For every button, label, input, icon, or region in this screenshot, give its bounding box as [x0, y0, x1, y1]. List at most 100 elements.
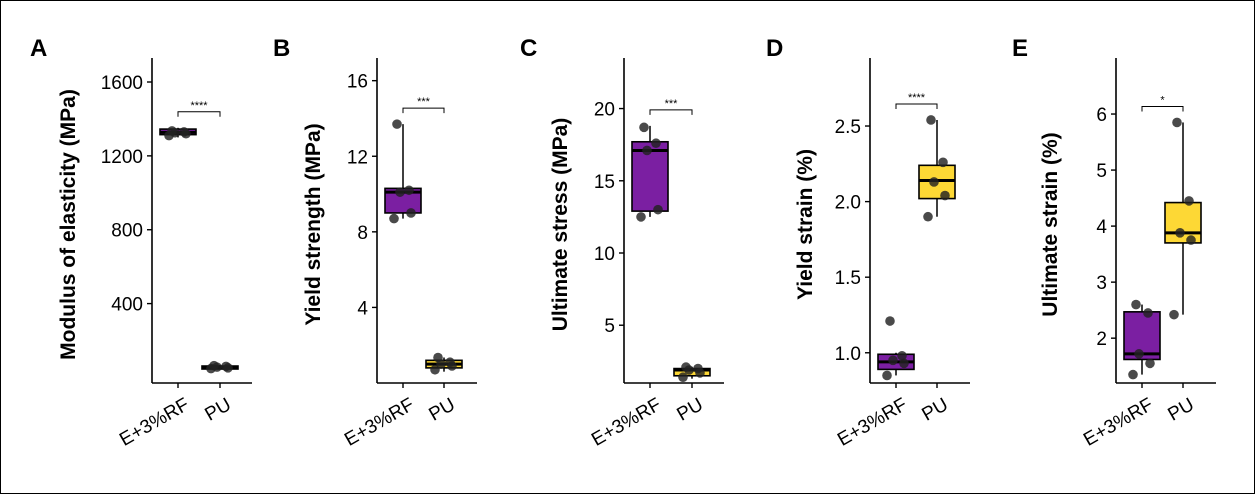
data-point [433, 352, 443, 363]
y-tick-label: 6 [1096, 105, 1107, 126]
x-tick-label: E+3%RF [116, 394, 193, 450]
data-point [885, 316, 895, 326]
panel-letter-e: E [1012, 35, 1028, 62]
y-tick-label: 2.0 [835, 193, 861, 214]
x-tick-label: PU [202, 394, 235, 425]
y-tick-label: 2 [1096, 329, 1107, 350]
y-tick-label: 8 [357, 223, 368, 244]
panel-c: 5 10 15 20 Ultimate stress (MPa) E+3%RF PU *** [549, 58, 724, 451]
box-pu [918, 115, 956, 222]
data-point [693, 363, 703, 374]
data-point [678, 372, 688, 383]
data-point [1128, 369, 1138, 380]
panel-letter-a: A [30, 35, 47, 62]
x-tick-label: PU [426, 394, 459, 425]
bracket-line [177, 111, 221, 117]
box-pu [1164, 117, 1202, 320]
data-point [940, 190, 950, 201]
box-pu [673, 362, 711, 383]
panel-letter-b: B [273, 35, 290, 62]
y-tick-label: 4 [1096, 217, 1107, 238]
panel-e: 2 3 4 5 6 Ultimate strain (%) E+3%RF PU * [1039, 58, 1216, 451]
panel-d: 1.0 1.5 2.0 2.5 Yield strain (%) E+3%RF PU **** [794, 58, 970, 451]
y-axis-title: Yield strength (MPa) [302, 123, 325, 325]
y-tick-label: 3 [1096, 273, 1107, 294]
data-point [1184, 196, 1194, 206]
y-tick-label: 800 [111, 221, 143, 242]
data-point [430, 364, 440, 375]
y-tick-label: 5 [1096, 161, 1107, 182]
data-point [1172, 117, 1182, 128]
significance-label: *** [417, 96, 431, 108]
x-tick-label: PU [674, 394, 707, 425]
bracket-line [895, 103, 938, 109]
data-point [651, 138, 661, 149]
data-point [1134, 349, 1144, 359]
significance-label: * [1160, 94, 1165, 106]
data-point [882, 370, 892, 381]
box-pu [201, 360, 239, 374]
data-point [404, 185, 414, 196]
data-point [389, 213, 399, 224]
data-point [1131, 299, 1141, 310]
panel-letter-d: D [766, 35, 783, 62]
y-tick-label: 1.5 [835, 268, 861, 289]
x-tick-label: PU [919, 394, 952, 425]
data-point [406, 208, 416, 218]
y-axis-title: Ultimate stress (MPa) [549, 118, 572, 332]
y-tick-label: 2.5 [835, 117, 861, 138]
data-point [938, 157, 948, 168]
data-point [926, 115, 936, 125]
y-axis-title: Yield strain (%) [794, 149, 817, 300]
data-point [1169, 309, 1179, 320]
significance-label: **** [190, 100, 208, 112]
data-point [209, 360, 219, 371]
box-e3rf [159, 126, 197, 141]
data-point [642, 145, 652, 156]
data-point [636, 212, 646, 222]
box-e3rf [384, 119, 422, 224]
data-point [179, 127, 189, 137]
data-point [395, 187, 405, 197]
y-axis-title: Modulus of elasticity (MPa) [57, 89, 80, 360]
panel-letter-c: C [520, 35, 537, 62]
y-tick-label: 20 [594, 100, 615, 121]
data-point [1186, 235, 1196, 245]
data-point [1143, 308, 1153, 318]
y-axis-title: Ultimate strain (%) [1039, 132, 1062, 316]
x-tick-label: E+3%RF [1080, 394, 1157, 450]
y-tick-label: 1600 [101, 73, 143, 94]
x-tick-label: E+3%RF [834, 394, 911, 450]
significance-label: *** [665, 98, 679, 110]
data-point [681, 362, 691, 372]
y-tick-label: 12 [347, 147, 368, 168]
data-point [639, 122, 649, 133]
panel-a: 400 800 1200 1600 Modulus of elasticity (MPa… [57, 58, 252, 451]
box-e3rf [631, 122, 669, 222]
y-tick-label: 4 [357, 298, 368, 319]
iqr-box [1164, 201, 1202, 244]
y-tick-label: 400 [111, 295, 143, 316]
significance-bracket: **** [177, 100, 221, 117]
x-tick-label: E+3%RF [588, 394, 665, 450]
significance-label: **** [908, 92, 926, 104]
y-tick-label: 10 [594, 244, 615, 265]
y-tick-label: 5 [604, 316, 615, 337]
box-pu [425, 352, 463, 375]
significance-bracket: *** [402, 96, 445, 114]
data-point [897, 350, 907, 361]
box-e3rf [877, 316, 915, 381]
y-tick-label: 1200 [101, 147, 143, 168]
data-point [1175, 228, 1185, 238]
y-tick-label: 1.0 [835, 344, 861, 365]
y-tick-label: 16 [347, 72, 368, 93]
significance-bracket: **** [895, 92, 938, 109]
data-point [899, 358, 909, 369]
data-point [445, 357, 455, 368]
data-point [1145, 358, 1155, 369]
y-tick-label: 15 [594, 172, 615, 193]
panel-b: 4 8 12 16 Yield strength (MPa) E+3%RF PU *** [302, 58, 477, 451]
x-tick-label: E+3%RF [341, 394, 418, 450]
